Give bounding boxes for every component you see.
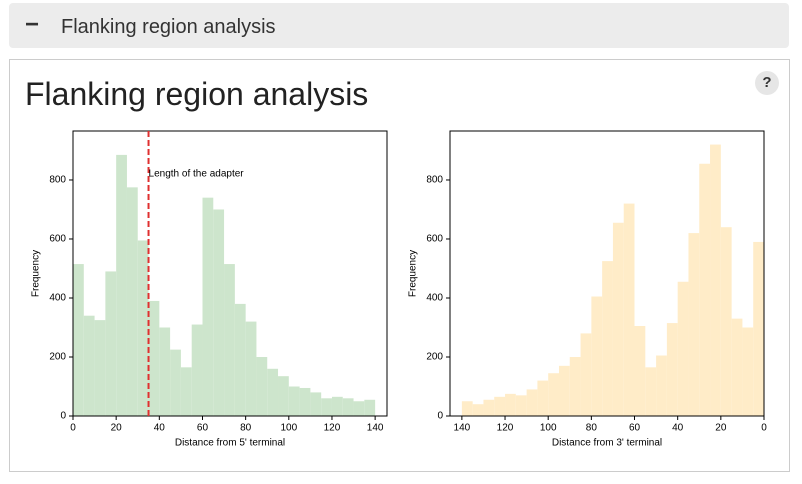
bar <box>202 197 214 416</box>
x-tick-label: 40 <box>154 423 166 434</box>
x-tick-label: 40 <box>672 423 684 434</box>
x-tick-label: 60 <box>629 423 641 434</box>
bar <box>699 163 711 416</box>
y-tick-label: 200 <box>426 352 443 363</box>
bar <box>245 321 257 416</box>
bar <box>591 296 603 416</box>
panel-title: Flanking region analysis <box>25 76 369 112</box>
plot-frame <box>449 130 765 417</box>
x-tick-label: 20 <box>715 423 727 434</box>
bar <box>472 404 484 416</box>
bar <box>558 365 570 416</box>
x-tick-label: 120 <box>324 423 341 434</box>
y-tick-label: 800 <box>49 175 66 186</box>
x-tick-label: 60 <box>197 423 209 434</box>
bar <box>191 324 203 416</box>
bar <box>548 373 559 416</box>
bar <box>569 356 581 416</box>
bar <box>331 396 343 416</box>
bar <box>299 387 311 416</box>
bar <box>364 399 376 416</box>
bar <box>137 240 149 416</box>
bar <box>710 144 721 417</box>
annotation: Length of the adapter <box>149 169 245 180</box>
toggle-icon[interactable]: − <box>25 11 40 38</box>
bar <box>159 327 171 416</box>
x-tick-label: 140 <box>454 423 471 434</box>
bar <box>256 356 268 416</box>
bar <box>720 227 732 416</box>
bar <box>602 261 613 416</box>
bar <box>180 367 192 416</box>
bar <box>666 323 678 416</box>
bar <box>677 281 689 416</box>
x-tick-label: 0 <box>761 423 767 434</box>
bar <box>634 326 646 416</box>
x-tick-label: 20 <box>111 423 123 434</box>
x-axis-label: Distance from 5' terminal <box>175 438 285 449</box>
x-tick-label: 100 <box>280 423 297 434</box>
help-button[interactable]: ? <box>755 71 779 95</box>
y-tick-label: 400 <box>49 293 66 304</box>
bar <box>742 327 754 416</box>
bar <box>321 398 332 416</box>
x-tick-label: 140 <box>367 423 384 434</box>
header-title: Flanking region analysis <box>61 16 276 38</box>
x-tick-label: 0 <box>70 423 76 434</box>
bar <box>623 203 635 416</box>
bar <box>105 271 117 416</box>
bar <box>342 398 354 416</box>
bar <box>483 399 495 416</box>
bar <box>310 392 322 416</box>
x-tick-label: 120 <box>497 423 514 434</box>
x-tick-label: 80 <box>586 423 598 434</box>
panel: Flanking region analysis ? <box>9 59 790 472</box>
bar <box>505 393 516 416</box>
bar <box>94 320 106 416</box>
bar <box>731 318 743 416</box>
bar <box>656 355 667 416</box>
y-tick-label: 0 <box>60 411 66 422</box>
bar <box>234 303 246 416</box>
bar <box>353 401 365 416</box>
x-tick-label: 80 <box>240 423 252 434</box>
bar <box>267 368 279 416</box>
y-tick-label: 600 <box>49 234 66 245</box>
bar <box>580 333 592 416</box>
bar <box>213 209 225 416</box>
bar <box>537 380 549 416</box>
collapse-header[interactable]: − Flanking region analysis <box>9 3 789 48</box>
y-axis-label: Frequency <box>408 250 419 297</box>
bar <box>515 395 527 416</box>
bar <box>278 376 289 416</box>
bar <box>288 386 300 416</box>
bar <box>526 389 538 416</box>
bar <box>494 396 506 416</box>
bar <box>224 264 235 416</box>
bar <box>612 222 624 416</box>
bar <box>753 241 764 416</box>
y-tick-label: 0 <box>437 411 443 422</box>
x-axis-label: Distance from 3' terminal <box>552 438 662 449</box>
bar <box>148 300 160 416</box>
y-axis-label: Frequency <box>31 250 42 297</box>
bar <box>645 367 657 416</box>
plot-frame <box>72 130 388 417</box>
bar <box>83 315 95 416</box>
bar <box>73 264 84 416</box>
y-tick-label: 200 <box>49 352 66 363</box>
x-tick-label: 100 <box>540 423 557 434</box>
y-tick-label: 600 <box>426 234 443 245</box>
bar <box>688 233 700 416</box>
y-tick-label: 800 <box>426 175 443 186</box>
y-tick-label: 400 <box>426 293 443 304</box>
bar <box>116 154 127 416</box>
bar <box>170 349 181 416</box>
bar <box>461 401 473 416</box>
bar <box>126 187 138 416</box>
